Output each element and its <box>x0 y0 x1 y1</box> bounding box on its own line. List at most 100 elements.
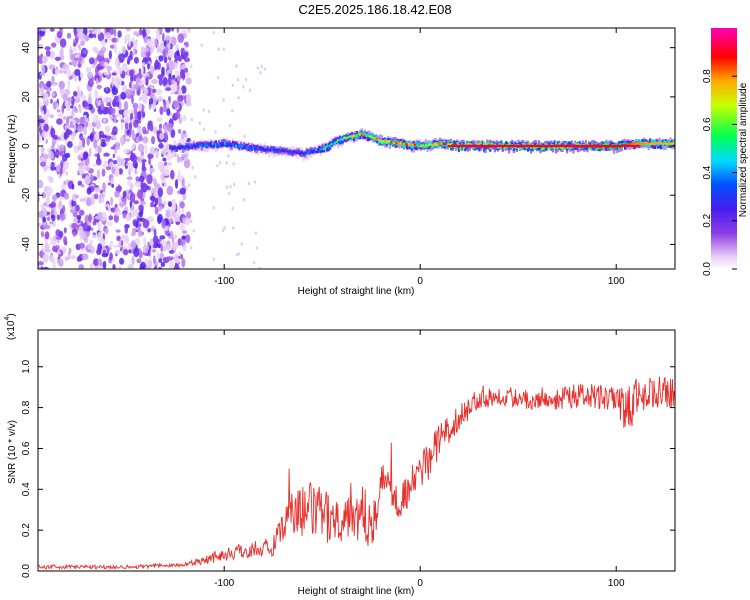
ridge-cell <box>329 144 332 147</box>
ridge-cell <box>412 143 415 146</box>
ridge-cell <box>478 142 481 147</box>
ridge-cell <box>169 146 172 150</box>
noise-speck <box>106 65 112 72</box>
noise-speck <box>255 246 259 250</box>
noise-speck <box>59 38 67 48</box>
noise-speck <box>178 129 182 134</box>
noise-speck <box>139 175 145 183</box>
noise-speck <box>202 127 206 132</box>
noise-speck <box>143 47 150 53</box>
y-tick-label: 0.8 <box>21 400 32 414</box>
noise-speck <box>110 196 113 206</box>
ridge-cell <box>205 144 208 147</box>
noise-speck <box>92 220 97 226</box>
ridge-cell <box>617 141 620 148</box>
x-tick-label: -100 <box>214 578 234 589</box>
ridge-cell <box>644 141 647 144</box>
ridge-cell <box>213 143 216 146</box>
ridge-cell <box>341 138 344 141</box>
ridge-cell <box>217 140 221 146</box>
ridge-cell <box>453 140 456 146</box>
noise-speck <box>136 217 144 222</box>
noise-speck <box>254 231 257 235</box>
ridge-cell <box>374 138 377 141</box>
noise-speck <box>141 159 147 163</box>
ridge-cell <box>225 143 228 148</box>
noise-speck <box>77 180 83 186</box>
noise-speck <box>49 28 55 32</box>
noise-speck <box>71 183 75 190</box>
noise-speck <box>242 85 245 89</box>
ridge-cell <box>308 150 312 153</box>
noise-speck <box>56 143 60 151</box>
noise-speck <box>164 131 168 142</box>
noise-speck <box>44 242 50 251</box>
ridge-cell <box>456 142 459 146</box>
noise-speck <box>41 93 46 100</box>
noise-speck <box>102 96 110 104</box>
ridge-cell <box>636 142 639 145</box>
noise-speck <box>130 129 135 135</box>
ridge-cell <box>671 141 674 145</box>
noise-speck <box>184 217 191 226</box>
noise-speck <box>91 193 95 198</box>
noise-speck <box>217 75 220 80</box>
ridge-cell <box>337 139 340 142</box>
noise-speck <box>44 46 51 51</box>
noise-speck <box>72 200 77 207</box>
noise-speck <box>95 130 100 141</box>
noise-speck <box>97 258 103 266</box>
ridge-cell <box>186 145 189 149</box>
noise-speck <box>176 75 181 82</box>
noise-speck <box>71 135 75 141</box>
noise-speck <box>118 67 123 75</box>
noise-speck <box>106 166 111 171</box>
spectrogram-ticks: -100 0 100 -40 -20 0 20 40 <box>21 28 675 287</box>
ridge-cell <box>669 142 672 146</box>
spectrogram-panel: -100 0 100 -40 -20 0 20 40 Height of straight l… <box>7 27 676 297</box>
ridge-cell <box>272 146 275 150</box>
ridge-cell <box>279 149 282 152</box>
ridge-cell <box>241 145 244 150</box>
noise-speck <box>125 88 132 97</box>
ridge-cell <box>459 145 462 150</box>
noise-speck <box>156 43 160 55</box>
noise-speck <box>118 266 122 269</box>
noise-speck <box>173 264 180 269</box>
noise-speck <box>123 148 130 154</box>
ridge-cell <box>418 145 421 148</box>
ridge-cell <box>246 145 249 149</box>
noise-speck <box>85 165 91 171</box>
noise-speck <box>124 224 129 234</box>
noise-speck <box>76 33 82 38</box>
noise-speck <box>152 235 159 245</box>
noise-speck <box>135 176 140 181</box>
noise-speck <box>71 110 75 118</box>
ridge-cell <box>385 140 388 144</box>
noise-speck <box>231 83 234 88</box>
noise-speck <box>54 56 61 61</box>
ridge-cell <box>277 149 280 152</box>
ridge-cell <box>373 137 376 140</box>
noise-speck <box>141 154 145 160</box>
noise-speck <box>162 169 170 177</box>
noise-speck <box>174 179 179 189</box>
ridge-cell <box>327 142 330 147</box>
ridge-cell <box>454 145 457 150</box>
noise-speck <box>177 238 182 246</box>
noise-speck <box>52 92 56 97</box>
ridge-cell <box>439 142 442 145</box>
noise-speck <box>44 231 50 240</box>
noise-speck <box>104 125 111 133</box>
ridge-cell <box>260 147 263 151</box>
ridge-cell <box>233 144 236 147</box>
noise-speck <box>134 163 138 169</box>
noise-speck <box>128 249 132 254</box>
noise-speck <box>231 108 234 113</box>
noise-speck <box>212 30 215 35</box>
ridge-cell <box>348 135 351 138</box>
noise-speck <box>182 114 187 122</box>
noise-speck <box>154 61 157 71</box>
noise-speck <box>74 68 81 76</box>
snr-frame <box>37 329 676 572</box>
